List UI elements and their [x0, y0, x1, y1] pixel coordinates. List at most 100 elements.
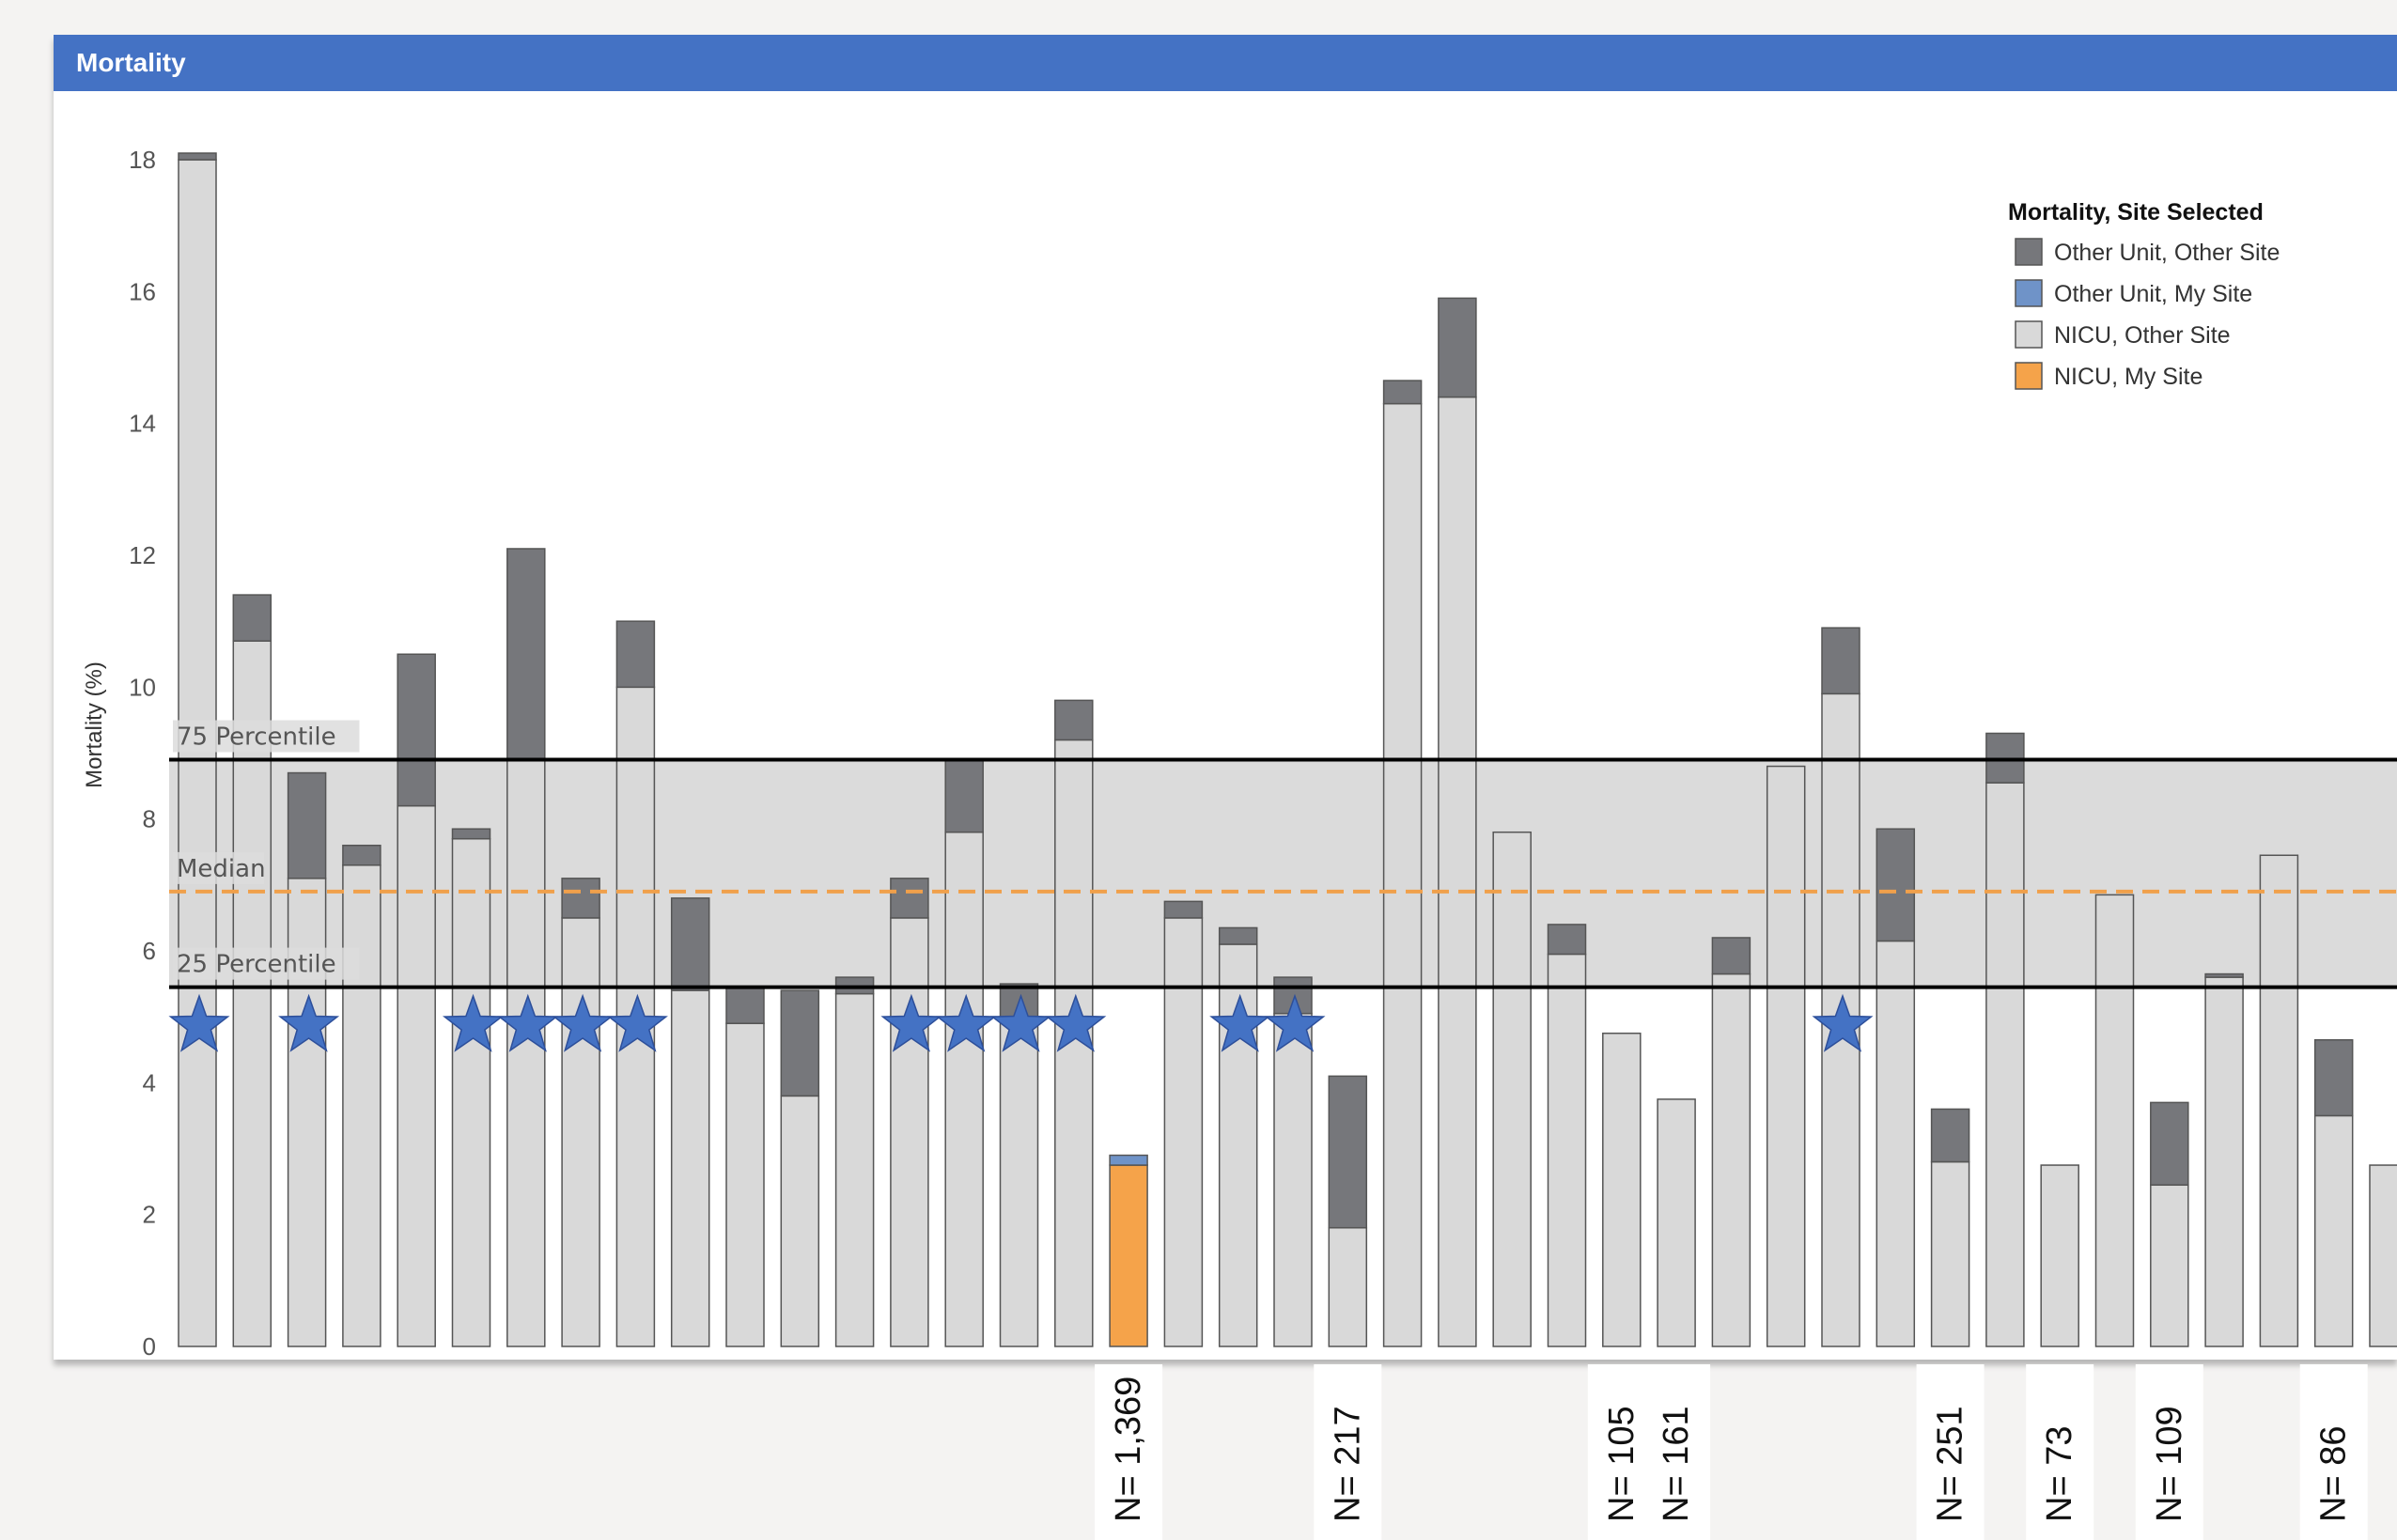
bar-segment-other-unit-other-site	[2313, 1038, 2354, 1117]
reference-label-text: Median	[177, 855, 266, 883]
bar-segment-other-unit-other-site	[1547, 924, 1587, 956]
star-icon	[606, 993, 668, 1052]
bar-segment-other-unit-other-site	[1328, 1075, 1368, 1229]
bar-segment-other-unit-other-site	[1821, 627, 1860, 695]
bar-segment-nicu-other-site	[999, 1016, 1039, 1347]
bar-segment-nicu-other-site	[561, 917, 600, 1347]
bar-segment-nicu-other-site	[2094, 894, 2135, 1347]
bar-segment-nicu-other-site	[1602, 1032, 1642, 1347]
n-label-text: N= 161	[1657, 1406, 1696, 1522]
star-icon	[1045, 993, 1107, 1052]
y-tick-label: 4	[143, 1068, 156, 1097]
bar-segment-other-unit-other-site	[232, 594, 272, 642]
bar-segment-nicu-my-site	[1109, 1164, 1148, 1347]
bar-segment-other-unit-other-site	[1876, 828, 1916, 942]
bar	[725, 986, 765, 1347]
n-label: N= 73	[2026, 1364, 2094, 1540]
reference-label-text: 75 Percentile	[177, 723, 336, 752]
bar-segment-nicu-other-site	[1876, 940, 1916, 1347]
star-icon	[880, 993, 942, 1052]
reference-label-bg	[173, 851, 264, 884]
bar	[1766, 765, 1806, 1347]
bar-segment-nicu-other-site	[2369, 1164, 2397, 1347]
bar	[1109, 1154, 1148, 1347]
bar-segment-nicu-other-site	[725, 1022, 765, 1347]
bar	[451, 828, 491, 1347]
n-label-bg	[2299, 1364, 2368, 1540]
bar	[1876, 828, 1916, 1347]
n-label-bg	[1095, 1364, 1163, 1540]
bars-group	[178, 152, 2397, 1347]
legend-label: NICU, Other Site	[2054, 322, 2231, 349]
y-tick-label: 0	[143, 1332, 156, 1361]
bar-segment-nicu-other-site	[1438, 396, 1477, 1347]
bar-segment-nicu-other-site	[1492, 831, 1532, 1347]
legend-item: NICU, Other Site	[2015, 320, 2231, 349]
bar	[670, 897, 710, 1347]
bar-segment-nicu-other-site	[397, 804, 436, 1347]
reference-label: 75 Percentile	[173, 720, 360, 753]
percentile-band	[169, 759, 2397, 988]
bar-segment-nicu-other-site	[834, 992, 875, 1347]
legend-label: Other Unit, Other Site	[2054, 240, 2280, 266]
bar	[2313, 1038, 2354, 1347]
bar-segment-other-unit-other-site	[2204, 972, 2244, 978]
y-tick-label: 18	[129, 146, 156, 174]
bar-segment-other-unit-other-site	[1163, 900, 1204, 919]
legend-swatch	[2015, 362, 2043, 390]
n-label: N= 251	[1916, 1364, 1985, 1540]
n-label: N= 161	[1642, 1364, 1711, 1540]
n-label-text: N= 1,369	[1109, 1377, 1148, 1522]
y-tick-label: 8	[143, 805, 156, 833]
bar-segment-other-unit-other-site	[1054, 699, 1094, 741]
n-label-text: N= 251	[1931, 1406, 1970, 1522]
legend-swatch	[2015, 320, 2043, 349]
bar	[178, 152, 217, 1347]
reference-label-bg	[173, 947, 360, 980]
bar	[561, 878, 600, 1347]
bar-segment-other-unit-other-site	[287, 771, 327, 879]
bar	[1218, 926, 1258, 1347]
bar	[944, 758, 984, 1347]
panel-header: Mortality	[54, 35, 2397, 91]
bar-segment-nicu-other-site	[1273, 1012, 1313, 1347]
bar-segment-nicu-other-site	[2150, 1184, 2189, 1347]
star-icon	[168, 993, 230, 1052]
bar-segment-other-unit-other-site	[670, 897, 710, 991]
y-tick-label: 14	[129, 410, 156, 438]
reference-label-text: 25 Percentile	[177, 951, 336, 979]
bar-segment-other-unit-other-site	[1930, 1108, 1970, 1163]
bar-segment-other-unit-other-site	[890, 878, 929, 919]
bar	[2369, 1164, 2397, 1347]
n-label-text: N= 86	[2314, 1426, 2354, 1522]
bar-segment-other-unit-other-site	[1218, 926, 1258, 945]
n-label-bg	[2026, 1364, 2094, 1540]
bar-segment-nicu-other-site	[451, 837, 491, 1347]
bar-segment-other-unit-other-site	[944, 758, 984, 833]
bar	[2040, 1164, 2079, 1347]
n-label-text: N= 217	[1328, 1406, 1367, 1522]
bar	[615, 620, 656, 1347]
bar	[2204, 972, 2244, 1347]
y-axis-label: Mortality (%)	[82, 661, 107, 788]
bar-segment-other-unit-other-site	[725, 986, 765, 1024]
bar	[780, 989, 820, 1347]
star-icon	[935, 993, 997, 1052]
n-label-text: N= 105	[1602, 1406, 1642, 1522]
bar-segment-other-unit-other-site	[780, 989, 820, 1097]
bar-segment-nicu-other-site	[1766, 765, 1806, 1347]
n-label-bg	[1314, 1364, 1382, 1540]
y-tick-label: 6	[143, 937, 156, 965]
bar-segment-other-unit-other-site	[178, 152, 217, 161]
n-label-text: N= 73	[2040, 1426, 2079, 1522]
bar-segment-nicu-other-site	[1328, 1226, 1368, 1347]
legend-item: Other Unit, Other Site	[2015, 238, 2280, 266]
bar-segment-nicu-other-site	[1711, 972, 1751, 1347]
bar	[1985, 732, 2025, 1347]
bar	[834, 976, 875, 1347]
bar-segment-other-unit-other-site	[2150, 1101, 2189, 1186]
bar-segment-nicu-other-site	[1985, 782, 2025, 1347]
y-tick-label: 2	[143, 1201, 156, 1229]
n-label-text: N= 109	[2150, 1406, 2189, 1522]
star-icon	[278, 993, 340, 1052]
